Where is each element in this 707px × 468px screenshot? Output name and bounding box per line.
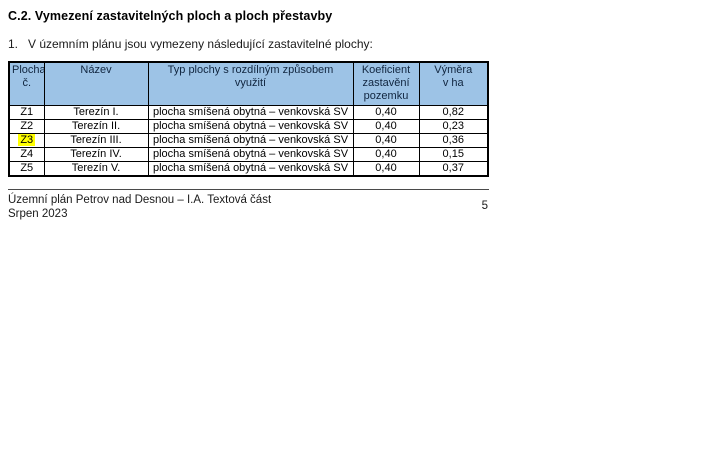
- header-line: Koeficient: [361, 64, 411, 76]
- cell-nazev: Terezín IV.: [43, 147, 149, 162]
- table-row: Z1 Terezín I. plocha smíšená obytná – ve…: [8, 105, 489, 120]
- header-line: Název: [80, 64, 112, 76]
- header-line: Plocha: [12, 64, 44, 76]
- cell-vymera: 0,23: [418, 119, 489, 134]
- cell-vymera: 0,82: [418, 105, 489, 120]
- cell-plocha: Z1: [8, 105, 45, 120]
- cell-nazev: Terezín III.: [43, 133, 149, 148]
- cell-koeficient: 0,40: [352, 119, 420, 134]
- col-header-vymera: Výměra v ha: [418, 61, 489, 106]
- table-row: Z2 Terezín II. plocha smíšená obytná – v…: [8, 119, 489, 134]
- intro-list-item: 1. V územním plánu jsou vymezeny následu…: [8, 37, 707, 51]
- table-row: Z4 Terezín IV. plocha smíšená obytná – v…: [8, 147, 489, 162]
- table-row: Z3 Terezín III. plocha smíšená obytná – …: [8, 133, 489, 148]
- section-heading: C.2. Vymezení zastavitelných ploch a plo…: [8, 9, 333, 23]
- header-line: Výměra: [434, 64, 473, 76]
- cell-vymera: 0,37: [418, 161, 489, 177]
- cell-typ: plocha smíšená obytná – venkovská SV: [147, 161, 354, 177]
- page-footer: Územní plán Petrov nad Desnou – I.A. Tex…: [8, 189, 489, 221]
- intro-text: V územním plánu jsou vymezeny následujíc…: [28, 37, 373, 51]
- list-number: 1.: [8, 37, 19, 51]
- cell-nazev: Terezín I.: [43, 105, 149, 120]
- col-header-nazev: Název: [43, 61, 149, 106]
- document-page: C.2. Vymezení zastavitelných ploch a plo…: [0, 0, 707, 177]
- table-row: Z5 Terezín V. plocha smíšená obytná – ve…: [8, 161, 489, 177]
- cell-typ: plocha smíšená obytná – venkovská SV: [147, 133, 354, 148]
- col-header-koeficient: Koeficient zastavění pozemku: [352, 61, 420, 106]
- cell-vymera: 0,15: [418, 147, 489, 162]
- header-line: Typ plochy s rozdílným způsobem: [167, 64, 334, 76]
- cell-koeficient: 0,40: [352, 147, 420, 162]
- header-line: v ha: [442, 77, 464, 89]
- table-header-row: Plocha č. Název Typ plochy s rozdílným z…: [8, 61, 489, 106]
- cell-vymera: 0,36: [418, 133, 489, 148]
- cell-plocha: Z2: [8, 119, 45, 134]
- col-header-plocha: Plocha č.: [8, 61, 45, 106]
- cell-typ: plocha smíšená obytná – venkovská SV: [147, 147, 354, 162]
- page-number: 5: [481, 200, 488, 212]
- cell-nazev: Terezín V.: [43, 161, 149, 177]
- cell-typ: plocha smíšená obytná – venkovská SV: [147, 105, 354, 120]
- cell-nazev: Terezín II.: [43, 119, 149, 134]
- header-line: využití: [234, 77, 267, 89]
- col-header-typ: Typ plochy s rozdílným způsobem využití: [147, 61, 354, 106]
- cell-plocha: Z4: [8, 147, 45, 162]
- cell-koeficient: 0,40: [352, 161, 420, 177]
- header-line: zastavění: [362, 77, 410, 89]
- zastavitelne-plochy-table: Plocha č. Název Typ plochy s rozdílným z…: [8, 61, 489, 177]
- cell-typ: plocha smíšená obytná – venkovská SV: [147, 119, 354, 134]
- cell-koeficient: 0,40: [352, 105, 420, 120]
- yellow-highlight: Z3: [18, 134, 36, 146]
- footer-document-title: Územní plán Petrov nad Desnou – I.A. Tex…: [8, 194, 272, 206]
- cell-plocha-highlighted: Z3: [8, 133, 45, 148]
- header-line: č.: [22, 77, 32, 89]
- cell-koeficient: 0,40: [352, 133, 420, 148]
- cell-plocha: Z5: [8, 161, 45, 177]
- header-line: pozemku: [363, 90, 409, 102]
- footer-date: Srpen 2023: [8, 208, 68, 220]
